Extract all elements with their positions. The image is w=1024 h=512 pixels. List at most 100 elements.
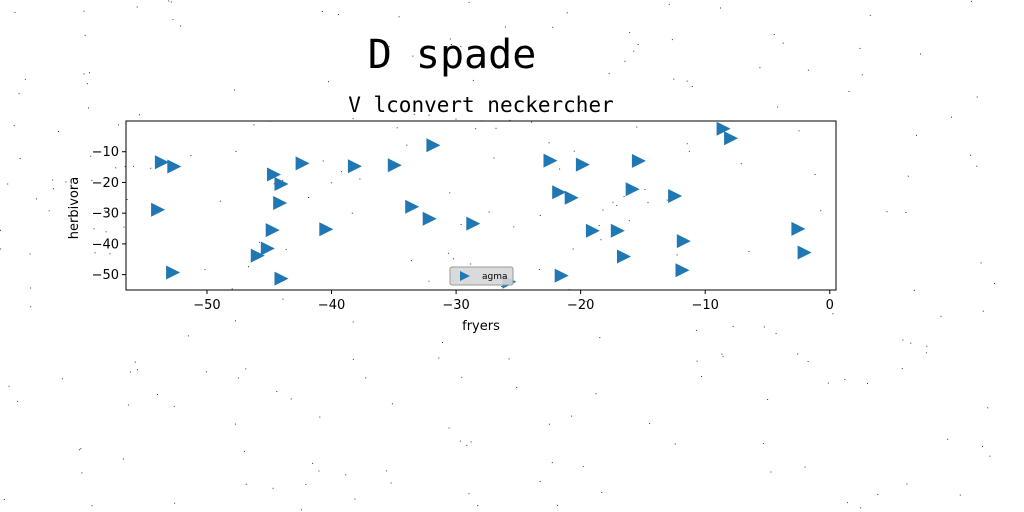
speckle xyxy=(449,192,450,193)
scatter-point xyxy=(261,242,275,256)
speckle xyxy=(540,481,541,482)
speckle xyxy=(30,253,31,254)
speckle xyxy=(721,354,722,355)
speckle xyxy=(583,466,584,467)
speckle xyxy=(469,2,470,3)
speckle xyxy=(767,399,768,400)
speckle xyxy=(828,383,829,384)
speckle xyxy=(15,12,16,13)
speckle xyxy=(466,445,467,446)
speckle xyxy=(331,182,332,183)
speckle xyxy=(971,1,972,2)
scatter-point xyxy=(552,185,566,199)
speckle xyxy=(353,118,354,119)
speckle xyxy=(7,184,8,185)
speckle xyxy=(624,196,625,197)
speckle xyxy=(601,492,602,493)
speckle xyxy=(0,249,1,250)
speckle xyxy=(540,215,541,216)
speckle xyxy=(989,456,990,457)
speckle xyxy=(365,377,366,378)
speckle xyxy=(733,326,734,327)
speckle xyxy=(960,495,961,496)
speckle xyxy=(168,1,169,2)
speckle xyxy=(123,227,124,228)
speckle xyxy=(232,288,233,289)
speckle xyxy=(205,269,206,270)
scatter-point xyxy=(266,223,280,237)
speckle xyxy=(354,499,355,500)
speckle xyxy=(982,446,983,447)
speckle xyxy=(815,174,816,175)
speckle xyxy=(629,220,630,221)
speckle xyxy=(920,54,921,55)
speckle xyxy=(130,372,131,373)
scatter-point xyxy=(167,160,181,174)
speckle xyxy=(386,470,387,471)
speckle xyxy=(469,493,470,494)
speckle xyxy=(505,27,506,28)
speckle xyxy=(783,43,784,44)
speckle xyxy=(30,288,31,289)
speckle xyxy=(475,128,476,129)
speckle xyxy=(638,44,639,45)
speckle xyxy=(438,357,439,358)
speckle xyxy=(406,145,407,146)
speckle xyxy=(345,474,346,475)
speckle xyxy=(473,80,474,81)
speckle xyxy=(352,213,353,214)
speckle xyxy=(308,197,309,198)
speckle xyxy=(235,424,236,425)
speckle xyxy=(460,441,461,442)
speckle xyxy=(669,4,670,5)
scatter-point xyxy=(466,217,480,231)
scatter-point xyxy=(576,158,590,172)
scatter-point xyxy=(586,224,600,238)
speckle xyxy=(4,499,5,500)
speckle xyxy=(633,51,634,52)
speckle xyxy=(573,249,574,250)
speckle xyxy=(723,356,724,357)
speckle xyxy=(392,403,393,404)
speckle xyxy=(88,107,89,108)
speckle xyxy=(453,258,454,259)
scatter-point xyxy=(724,131,738,145)
speckle xyxy=(188,335,189,336)
y-tick-label: −30 xyxy=(92,207,119,222)
speckle xyxy=(127,199,128,200)
speckle xyxy=(248,266,249,267)
x-tick-label: −10 xyxy=(691,298,718,313)
speckle xyxy=(20,158,21,159)
scatter-point xyxy=(668,189,682,203)
speckle xyxy=(133,166,134,167)
speckle xyxy=(862,74,863,75)
speckle xyxy=(902,368,903,369)
speckle xyxy=(916,135,917,136)
scatter-point xyxy=(166,266,180,280)
scatter-point xyxy=(798,246,812,260)
speckle xyxy=(234,90,235,91)
speckle xyxy=(808,70,809,71)
speckle xyxy=(749,251,750,252)
speckle xyxy=(137,7,138,8)
speckle xyxy=(89,72,90,73)
speckle xyxy=(286,249,287,250)
speckle xyxy=(914,290,915,291)
speckle xyxy=(172,19,173,20)
speckle xyxy=(820,210,821,211)
speckle xyxy=(0,230,1,231)
speckle xyxy=(411,260,412,261)
scatter-point xyxy=(405,200,419,214)
speckle xyxy=(977,97,978,98)
speckle xyxy=(557,505,558,506)
speckle xyxy=(84,73,85,74)
speckle xyxy=(301,509,302,510)
x-tick-label: −40 xyxy=(318,298,345,313)
speckle xyxy=(567,12,568,13)
speckle xyxy=(887,211,888,212)
speckle xyxy=(322,11,323,12)
speckle xyxy=(461,224,462,225)
speckle xyxy=(616,205,617,206)
speckle xyxy=(951,117,952,118)
